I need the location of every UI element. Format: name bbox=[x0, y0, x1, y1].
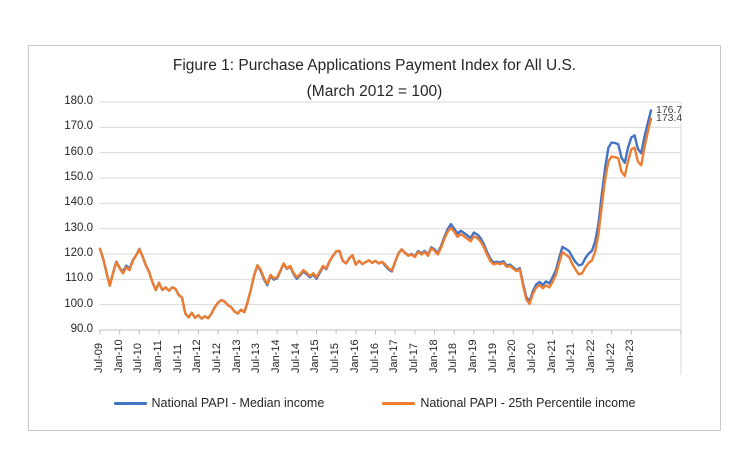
x-tick-label: Jul-22 bbox=[604, 343, 617, 373]
y-tick-label: 110.0 bbox=[65, 272, 93, 285]
x-tick-label: Jan-21 bbox=[545, 339, 558, 373]
y-tick-label: 140.0 bbox=[64, 196, 93, 209]
y-tick-label: 100.0 bbox=[64, 297, 93, 310]
x-tick-label: Jul-20 bbox=[525, 343, 538, 373]
chart-title: Figure 1: Purchase Applications Payment … bbox=[172, 57, 577, 74]
legend: National PAPI - Median income National P… bbox=[28, 396, 721, 410]
legend-item-25th-percentile: National PAPI - 25th Percentile income bbox=[382, 396, 635, 410]
x-tick-label: Jul-13 bbox=[250, 343, 263, 373]
x-tick-label: Jan-22 bbox=[584, 339, 597, 373]
x-tick-label: Jan-23 bbox=[624, 339, 637, 373]
y-tick-label: 160.0 bbox=[64, 145, 93, 158]
x-tick-label: Jan-12 bbox=[191, 339, 204, 373]
legend-line-sample-median bbox=[113, 401, 147, 405]
chart-title-block: Figure 1: Purchase Applications Payment … bbox=[28, 53, 721, 105]
x-tick-label: Jan-16 bbox=[348, 339, 361, 373]
x-tick-label: Jul-11 bbox=[171, 343, 184, 373]
x-tick-label: Jul-12 bbox=[211, 343, 224, 373]
x-tick-label: Jan-18 bbox=[427, 339, 440, 373]
x-tick-label: Jan-15 bbox=[309, 339, 322, 373]
legend-label-median: National PAPI - Median income bbox=[151, 396, 325, 410]
data-label-25th-end: 173.4 bbox=[656, 112, 683, 125]
legend-label-25th: National PAPI - 25th Percentile income bbox=[420, 396, 636, 410]
x-tick-label: Jan-13 bbox=[230, 339, 243, 373]
y-tick-label: 90.0 bbox=[70, 323, 93, 335]
legend-line-sample-25th bbox=[382, 401, 416, 405]
x-tick-label: Jul-18 bbox=[447, 343, 460, 373]
x-tick-label: Jul-19 bbox=[486, 343, 499, 373]
x-tick-label: Jul-09 bbox=[93, 343, 105, 373]
x-tick-label: Jan-11 bbox=[152, 340, 165, 373]
x-tick-label: Jul-16 bbox=[368, 343, 381, 373]
x-tick-label: Jan-19 bbox=[466, 339, 479, 373]
y-tick-label: 130.0 bbox=[64, 221, 93, 234]
x-tick-label: Jan-14 bbox=[270, 339, 283, 373]
figure-border bbox=[28, 45, 721, 431]
x-tick-label: Jul-14 bbox=[289, 343, 302, 373]
x-tick-label: Jul-21 bbox=[565, 343, 578, 373]
y-tick-label: 120.0 bbox=[64, 247, 93, 259]
chart-subtitle: (March 2012 = 100) bbox=[306, 83, 443, 100]
data-label-median-end: 176.7 bbox=[656, 103, 683, 116]
y-tick-label: 150.0 bbox=[64, 171, 93, 183]
y-tick-label: 170.0 bbox=[64, 120, 93, 133]
x-tick-label: Jan-17 bbox=[388, 339, 401, 373]
x-tick-label: Jan-20 bbox=[506, 339, 519, 373]
x-tick-label: Jul-10 bbox=[132, 343, 145, 373]
y-tick-label: 180.0 bbox=[64, 95, 93, 107]
x-tick-label: Jul-17 bbox=[407, 343, 420, 373]
legend-item-median: National PAPI - Median income bbox=[113, 396, 325, 410]
x-tick-label: Jul-15 bbox=[329, 343, 342, 373]
x-tick-label: Jan-10 bbox=[112, 339, 125, 373]
